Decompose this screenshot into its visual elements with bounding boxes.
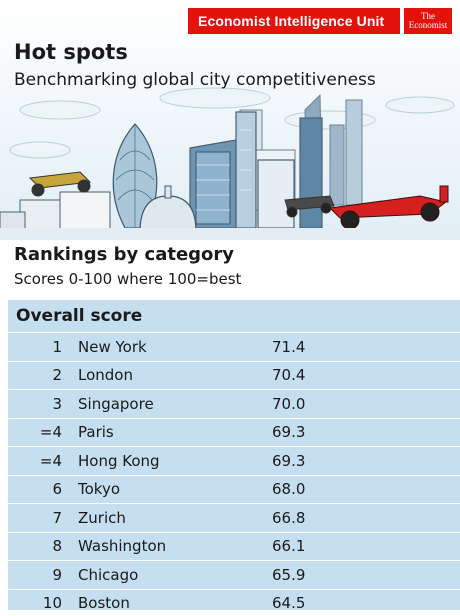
ranking-table: Overall score 1 New York 71.4 2 London 70.4 3 S…: [8, 300, 460, 612]
table-row: 8 Washington 66.1: [8, 533, 460, 561]
table-row: 6 Tokyo 68.0: [8, 476, 460, 504]
city-cell: Washington: [78, 537, 167, 556]
city-cell: New York: [78, 337, 147, 356]
section-title: Rankings by category: [14, 244, 235, 265]
rank-cell: 7: [52, 508, 62, 527]
table-rows: 1 New York 71.4 2 London 70.4 3 Singapore 70.0 =4…: [8, 333, 460, 616]
score-cell: 70.4: [272, 366, 306, 385]
rank-cell: 6: [52, 480, 62, 499]
table-row: 9 Chicago 65.9: [8, 561, 460, 590]
table-row: 7 Zurich 66.8: [8, 504, 460, 533]
rank-cell: =4: [39, 451, 62, 470]
section-subtitle: Scores 0-100 where 100=best: [14, 270, 242, 288]
rank-cell: 3: [52, 394, 62, 413]
table-row: 1 New York 71.4: [8, 333, 460, 362]
table-row: =4 Hong Kong 69.3: [8, 447, 460, 476]
city-cell: Zurich: [78, 508, 126, 527]
score-cell: 70.0: [272, 394, 306, 413]
city-cell: Hong Kong: [78, 451, 160, 470]
table-row: =4 Paris 69.3: [8, 419, 460, 447]
score-cell: 65.9: [272, 565, 306, 584]
city-cell: Boston: [78, 594, 130, 613]
logo-line-2: Economist: [408, 20, 448, 30]
city-cell: Singapore: [78, 394, 154, 413]
rank-cell: 1: [52, 337, 62, 356]
table-row: 2 London 70.4: [8, 362, 460, 390]
city-skyline-illustration: [0, 87, 460, 240]
page-title: Hot spots: [14, 40, 128, 64]
eiu-label: Economist Intelligence Unit: [188, 8, 400, 34]
city-cell: Paris: [78, 423, 114, 442]
table-title: Overall score: [8, 300, 460, 333]
city-cell: Chicago: [78, 565, 139, 584]
logo-line-1: The: [421, 11, 435, 21]
brand-banner: Economist Intelligence Unit The Economis…: [188, 8, 452, 34]
score-cell: 66.8: [272, 508, 306, 527]
score-cell: 66.1: [272, 537, 306, 556]
rank-cell: =4: [39, 423, 62, 442]
header-illustration: Economist Intelligence Unit The Economis…: [0, 0, 460, 240]
table-row: 3 Singapore 70.0: [8, 390, 460, 419]
score-cell: 64.5: [272, 594, 306, 613]
economist-logo: The Economist: [403, 8, 452, 34]
city-cell: Tokyo: [78, 480, 120, 499]
city-cell: London: [78, 366, 133, 385]
page-subtitle: Benchmarking global city competitiveness: [14, 70, 376, 90]
score-cell: 68.0: [272, 480, 306, 499]
score-cell: 69.3: [272, 423, 306, 442]
rank-cell: 2: [52, 366, 62, 385]
score-cell: 69.3: [272, 451, 306, 470]
rank-cell: 10: [42, 594, 62, 613]
rank-cell: 8: [52, 537, 62, 556]
score-cell: 71.4: [272, 337, 306, 356]
table-row: 10 Boston 64.5: [8, 590, 460, 616]
rank-cell: 9: [52, 565, 62, 584]
